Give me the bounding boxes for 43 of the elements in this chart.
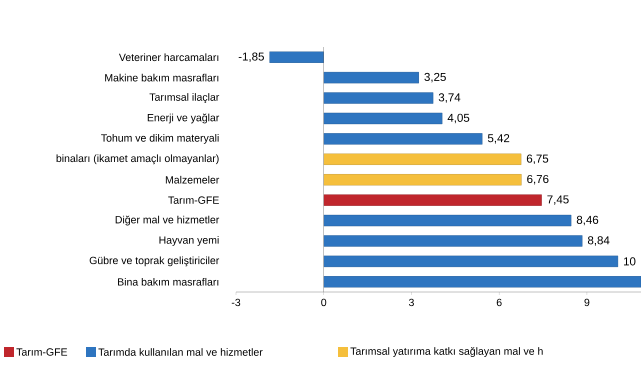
bar xyxy=(324,174,522,186)
y-tick-label: Tarım-GFE xyxy=(168,196,219,204)
bar xyxy=(324,112,442,124)
y-tick-label: Malzemeler xyxy=(166,176,220,184)
bar xyxy=(324,72,419,84)
bar xyxy=(324,276,641,288)
bar xyxy=(269,52,324,63)
bar xyxy=(324,92,434,104)
y-tick-label: Gübre ve toprak geliştiriciler xyxy=(90,256,220,266)
y-tick-label: Enerji ve yağlar xyxy=(148,114,220,124)
y-tick-label: Hayvan yemi xyxy=(159,236,219,246)
legend-label: Tarımsal yatırıma katkı sağlayan mal ve h xyxy=(350,347,543,357)
data-label: 4,05 xyxy=(448,114,470,124)
data-label: 8,46 xyxy=(576,216,598,226)
x-tick-label: 9 xyxy=(584,298,590,306)
x-tick-label: 0 xyxy=(321,298,326,306)
data-label: 5,42 xyxy=(488,134,510,144)
data-label: 6,75 xyxy=(526,154,548,164)
bar xyxy=(324,133,482,145)
bar xyxy=(324,154,522,165)
x-tick-label: 3 xyxy=(408,298,414,306)
y-tick-label: Diğer mal ve hizmetler xyxy=(116,216,220,226)
x-tick-label: -3 xyxy=(232,298,240,306)
y-tick-label: Veteriner harcamaları xyxy=(118,53,218,62)
y-tick-label: Tarımsal ilaçlar xyxy=(150,93,220,103)
bar xyxy=(324,194,542,206)
x-tick-label: 6 xyxy=(496,298,502,306)
legend-label: Tarımda kullanılan mal ve hizmetler xyxy=(98,348,263,356)
data-label: 3,25 xyxy=(424,72,446,82)
y-tick-label: Bina bakım masrafları xyxy=(118,278,218,286)
data-label: 10 xyxy=(624,257,636,266)
bar xyxy=(324,214,572,226)
data-label: 3,74 xyxy=(438,93,460,103)
bar xyxy=(324,235,582,247)
data-label: 7,45 xyxy=(547,195,569,205)
bar xyxy=(324,256,618,268)
legend-label: Tarım-GFE xyxy=(16,348,68,356)
y-tick-label: Tohum ve dikim materyali xyxy=(101,134,219,144)
y-tick-label: binaları (ikamet amaçlı olmayanlar) xyxy=(56,154,219,164)
data-label: 8,84 xyxy=(588,236,610,246)
data-label: -1,85 xyxy=(238,52,264,62)
data-label: 6,76 xyxy=(527,174,548,184)
y-tick-label: Makine bakım masrafları xyxy=(105,74,218,82)
